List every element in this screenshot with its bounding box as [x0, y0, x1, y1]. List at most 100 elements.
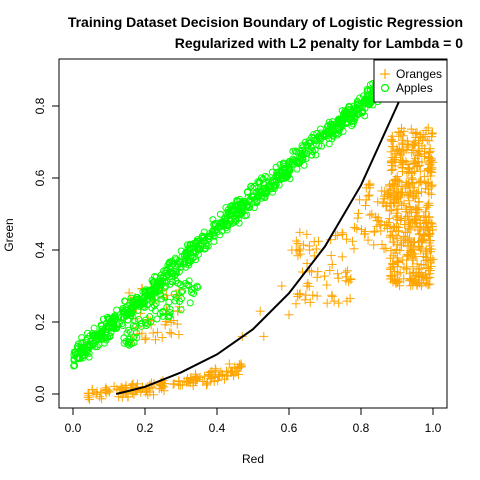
apple-point: [79, 352, 87, 360]
apple-point: [256, 178, 264, 186]
orange-point: [421, 212, 431, 222]
apple-point: [146, 313, 154, 321]
orange-point: [160, 320, 170, 330]
orange-point: [348, 236, 358, 246]
orange-point: [301, 290, 311, 300]
orange-point: [140, 335, 150, 345]
apple-point: [355, 108, 363, 116]
orange-point: [213, 376, 223, 386]
orange-point: [398, 158, 408, 168]
orange-point: [399, 199, 409, 209]
orange-point: [424, 157, 434, 167]
apple-point: [363, 87, 371, 95]
plot-frame: [58, 58, 448, 409]
orange-point: [421, 247, 431, 257]
orange-point: [415, 147, 425, 157]
apple-point: [91, 343, 99, 351]
orange-point: [291, 236, 301, 246]
apple-point: [122, 337, 130, 345]
orange-point: [173, 306, 183, 316]
orange-point: [87, 384, 97, 394]
apple-point: [325, 140, 333, 148]
orange-point: [259, 331, 269, 341]
orange-point: [389, 237, 399, 247]
orange-point: [419, 231, 429, 241]
orange-point: [387, 272, 397, 282]
orange-point: [191, 369, 201, 379]
orange-point: [386, 205, 396, 215]
apple-point: [115, 319, 123, 327]
orange-point: [226, 368, 236, 378]
orange-point: [305, 245, 315, 255]
legend-marker-oranges: [380, 69, 390, 79]
orange-point: [327, 291, 337, 301]
orange-point: [234, 360, 244, 370]
decision-boundary-line: [115, 73, 413, 395]
orange-point: [422, 218, 432, 228]
orange-point: [354, 208, 364, 218]
orange-point: [426, 171, 436, 181]
apple-point: [145, 286, 153, 294]
apple-point: [177, 306, 185, 314]
apple-point: [170, 290, 178, 298]
orange-point: [341, 272, 351, 282]
apple-point: [298, 147, 306, 155]
orange-point: [396, 129, 406, 139]
orange-point: [400, 220, 410, 230]
apple-point: [206, 232, 214, 240]
orange-point: [390, 192, 400, 202]
apple-point: [153, 315, 161, 323]
orange-point: [166, 318, 176, 328]
orange-point: [367, 209, 377, 219]
apple-point: [166, 312, 174, 320]
orange-point: [428, 128, 438, 138]
orange-point: [397, 166, 407, 176]
apple-point: [113, 306, 121, 314]
orange-point: [349, 244, 359, 254]
apple-point: [209, 216, 217, 224]
apple-point: [329, 122, 337, 130]
apple-point: [192, 256, 200, 264]
orange-point: [345, 294, 355, 304]
apple-point: [120, 339, 128, 347]
orange-point: [395, 177, 405, 187]
orange-point: [406, 207, 416, 217]
orange-point: [425, 269, 435, 279]
orange-point: [322, 280, 332, 290]
apple-point: [222, 209, 230, 217]
orange-point: [174, 330, 184, 340]
apple-point: [70, 362, 78, 370]
apple-point: [302, 141, 310, 149]
apple-point: [100, 339, 108, 347]
y-axis-label: Green: [2, 218, 16, 251]
apple-point: [84, 329, 92, 337]
x-tick-label: 0.0: [65, 421, 82, 435]
orange-point: [333, 269, 343, 279]
orange-point: [292, 289, 302, 299]
orange-point: [386, 246, 396, 256]
x-tick-label: 0.4: [209, 421, 226, 435]
y-tick-label: 0.0: [33, 385, 47, 402]
orange-point: [175, 380, 185, 390]
apple-point: [200, 228, 208, 236]
apple-point: [245, 204, 253, 212]
apple-point: [151, 307, 159, 315]
orange-point: [417, 235, 427, 245]
orange-point: [418, 134, 428, 144]
apple-point: [186, 249, 194, 257]
orange-point: [426, 253, 436, 263]
apple-point: [238, 203, 246, 211]
legend: Oranges Apples: [373, 59, 448, 103]
orange-point: [314, 236, 324, 246]
orange-point: [376, 217, 386, 227]
orange-point: [344, 277, 354, 287]
orange-point: [150, 335, 160, 345]
orange-point: [415, 132, 425, 142]
orange-point: [391, 221, 401, 231]
y-axis: 0.0 0.2 0.4 0.6 0.8: [33, 97, 60, 402]
apple-point: [290, 156, 298, 164]
apple-point: [165, 313, 173, 321]
orange-point: [365, 210, 375, 220]
orange-point: [363, 235, 373, 245]
apple-point: [141, 292, 149, 300]
